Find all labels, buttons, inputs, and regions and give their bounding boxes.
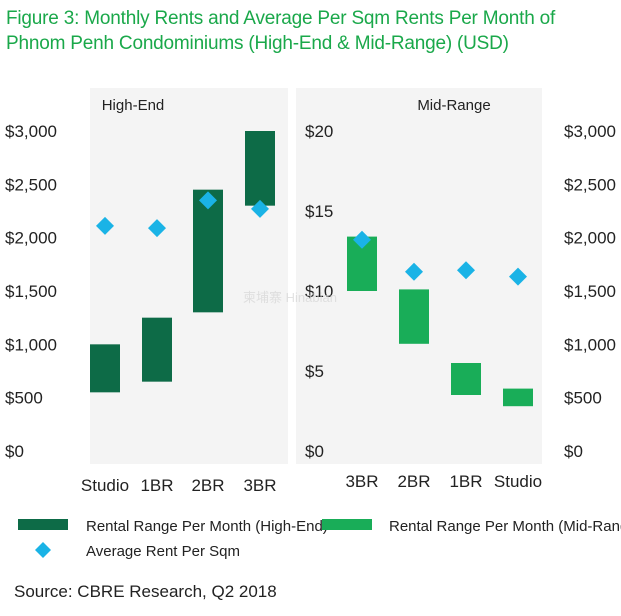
mid-range-plot-background: [296, 88, 542, 464]
mid-range-x-tick-label: Studio: [494, 472, 542, 491]
mid-range-range-bar-studio: [503, 388, 533, 407]
high-end-y-tick-label: $3,000: [5, 122, 57, 141]
mid-range-x-tick-label: 2BR: [397, 472, 430, 491]
mid-range-avg-point-2br: [405, 262, 423, 281]
high-end-y-tick-label: $2,500: [5, 175, 57, 194]
high-end-avg-point-1br: [148, 219, 166, 238]
secondary-y-tick-label: $0: [564, 442, 583, 461]
high-end-range-bar-3br: [245, 131, 275, 206]
mid-range-y-tick-label: $10: [305, 282, 333, 301]
secondary-y-tick-label: $1,500: [564, 282, 616, 301]
high-end-x-tick-label: 2BR: [191, 476, 224, 495]
mid-range-y-tick-label: $0: [305, 442, 324, 461]
mid-range-range-bar-2br: [399, 289, 429, 344]
high-end-avg-point-studio: [96, 216, 114, 235]
high-end-y-tick-label: $0: [5, 442, 24, 461]
high-end-x-tick-label: Studio: [81, 476, 129, 495]
secondary-y-tick-label: $500: [564, 389, 602, 408]
figure-title-line-1: Figure 3: Monthly Rents and Average Per …: [6, 8, 556, 29]
high-end-y-tick-label: $500: [5, 389, 43, 408]
legend-swatch-mid-range: [322, 519, 372, 530]
mid-range-range-bar-1br: [451, 363, 481, 395]
figure-title-line-2: Phnom Penh Condominiums (High-End & Mid-…: [6, 33, 509, 54]
legend-label-avg: Average Rent Per Sqm: [86, 543, 240, 560]
high-end-range-bar-2br: [193, 189, 223, 313]
mid-range-y-tick-label: $15: [305, 202, 333, 221]
mid-range-avg-point-1br: [457, 261, 475, 280]
mid-range-avg-point-studio: [509, 267, 527, 286]
high-end-avg-point-2br: [199, 191, 217, 210]
legend-swatch-avg: [35, 542, 51, 558]
secondary-y-tick-label: $2,500: [564, 175, 616, 194]
watermark-text: 柬埔寨 Hinabian: [243, 290, 337, 305]
mid-range-panel-title: Mid-Range: [417, 97, 490, 114]
high-end-avg-point-3br: [251, 199, 269, 218]
mid-range-y-tick-label: $20: [305, 122, 333, 141]
source-note: Source: CBRE Research, Q2 2018: [14, 582, 277, 601]
secondary-y-tick-label: $2,000: [564, 229, 616, 248]
secondary-y-tick-label: $3,000: [564, 122, 616, 141]
legend-swatch-high-end: [18, 519, 68, 530]
high-end-x-tick-label: 3BR: [243, 476, 276, 495]
high-end-y-tick-label: $1,500: [5, 282, 57, 301]
secondary-y-tick-label: $1,000: [564, 335, 616, 354]
high-end-range-bar-1br: [142, 317, 172, 382]
legend-label-mid-range: Rental Range Per Month (Mid-Range): [389, 518, 621, 535]
mid-range-y-tick-label: $5: [305, 362, 324, 381]
high-end-y-tick-label: $2,000: [5, 229, 57, 248]
legend-label-high-end: Rental Range Per Month (High-End): [86, 518, 328, 535]
high-end-y-tick-label: $1,000: [5, 335, 57, 354]
mid-range-x-tick-label: 3BR: [345, 472, 378, 491]
high-end-x-tick-label: 1BR: [140, 476, 173, 495]
high-end-range-bar-studio: [90, 344, 120, 393]
mid-range-x-tick-label: 1BR: [449, 472, 482, 491]
figure-title: Figure 3: Monthly Rents and Average Per …: [6, 6, 614, 56]
mid-range-avg-point-3br: [353, 230, 371, 249]
high-end-panel-title: High-End: [102, 97, 165, 114]
